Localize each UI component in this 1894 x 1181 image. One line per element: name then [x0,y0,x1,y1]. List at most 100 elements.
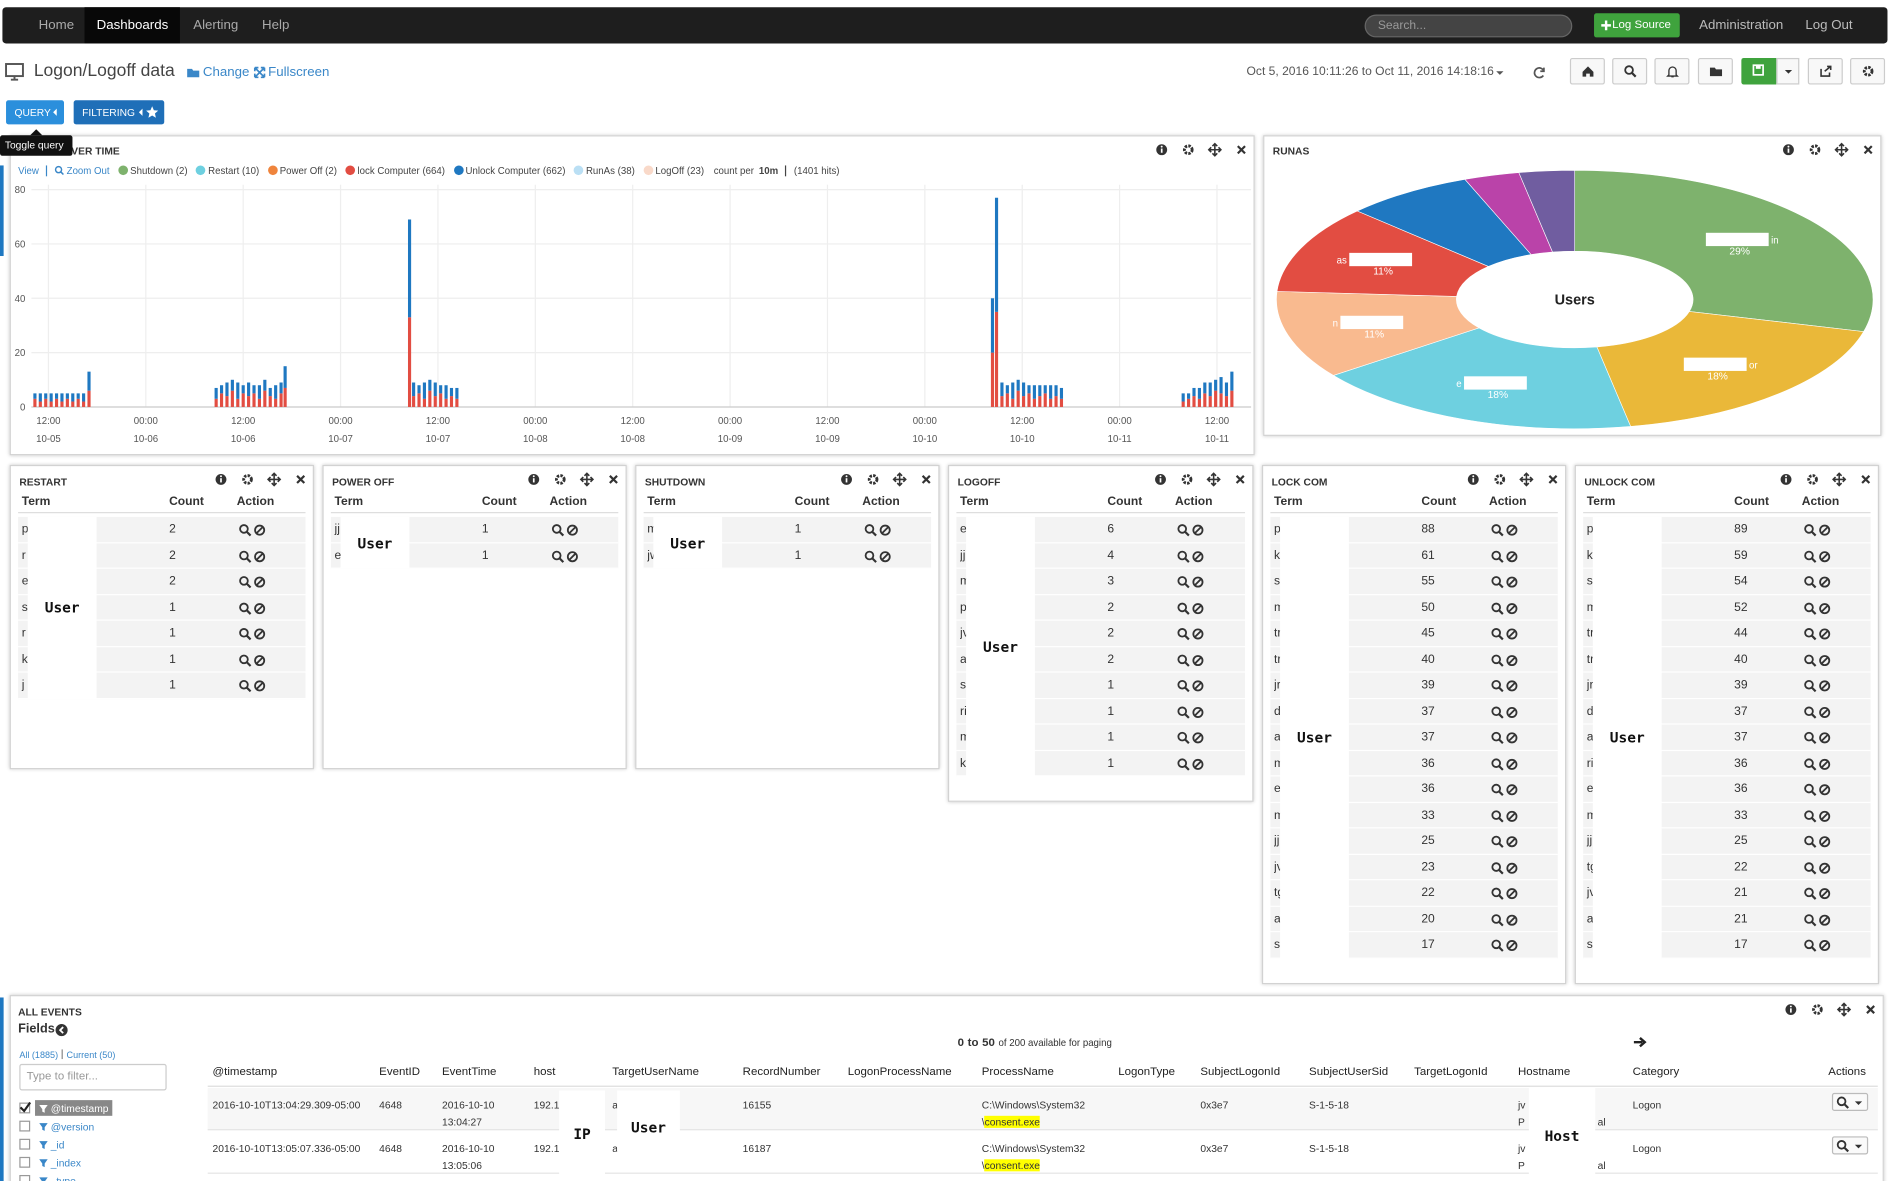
ban-icon[interactable] [1191,705,1205,719]
column-header[interactable]: @timestamp [212,1065,278,1079]
nav-item[interactable]: Help [262,18,290,33]
ban-icon[interactable] [1817,757,1831,771]
ban-icon[interactable] [1505,731,1519,745]
toolbar-button[interactable] [1612,57,1648,85]
ban-icon[interactable] [1191,523,1205,537]
column-header[interactable]: EventTime [441,1065,497,1079]
search-icon[interactable] [1490,523,1504,537]
column-header[interactable]: EventID [379,1065,420,1079]
ban-icon[interactable] [1817,731,1831,745]
search-icon[interactable] [1176,523,1190,537]
ban-icon[interactable] [1817,627,1831,641]
field-item[interactable]: _type [35,1173,79,1181]
search-icon[interactable] [1176,679,1190,693]
search-icon[interactable] [1490,575,1504,589]
search-icon[interactable] [1803,575,1817,589]
ban-icon[interactable] [1191,601,1205,615]
search-icon[interactable] [1803,783,1817,797]
search-icon[interactable] [238,653,252,667]
search-icon[interactable] [1803,679,1817,693]
ban-icon[interactable] [1817,523,1831,537]
search-icon[interactable] [238,575,252,589]
nav-item[interactable]: Dashboards [84,7,181,44]
search-icon[interactable] [238,601,252,615]
search-icon[interactable] [1490,601,1504,615]
field-item[interactable]: @timestamp [35,1100,113,1116]
search-icon[interactable] [1490,834,1504,848]
search-icon[interactable] [863,523,877,537]
column-header[interactable]: TargetUserName [612,1065,699,1079]
toolbar-button[interactable] [1654,57,1690,85]
column-header[interactable]: Category [1632,1065,1680,1079]
field-item[interactable]: _id [35,1136,68,1152]
search-icon[interactable] [1176,549,1190,563]
ban-icon[interactable] [878,523,892,537]
ban-icon[interactable] [1817,938,1831,952]
column-header[interactable]: SubjectLogonId [1200,1065,1281,1079]
ban-icon[interactable] [1817,679,1831,693]
search-icon[interactable] [238,627,252,641]
ban-icon[interactable] [1191,757,1205,771]
column-header[interactable]: SubjectUserSid [1309,1065,1389,1079]
search-icon[interactable] [1803,886,1817,900]
toolbar-button[interactable] [1569,57,1605,85]
save-button[interactable] [1741,57,1777,85]
column-header[interactable]: LogonProcessName [847,1065,952,1079]
search-icon[interactable] [1803,523,1817,537]
ban-icon[interactable] [1817,601,1831,615]
search-icon[interactable] [238,679,252,693]
ban-icon[interactable] [1505,757,1519,771]
search-icon[interactable] [1490,808,1504,822]
ban-icon[interactable] [1505,627,1519,641]
column-header[interactable]: TargetLogonId [1414,1065,1488,1079]
field-checkbox[interactable] [19,1101,32,1114]
search-icon[interactable] [1803,860,1817,874]
ban-icon[interactable] [1817,783,1831,797]
ban-icon[interactable] [1505,575,1519,589]
ban-icon[interactable] [252,549,266,563]
search-icon[interactable] [1490,705,1504,719]
nav-item[interactable]: Alerting [193,18,239,33]
ban-icon[interactable] [1505,679,1519,693]
ban-icon[interactable] [1191,731,1205,745]
search-icon[interactable] [1803,731,1817,745]
nav-logout[interactable]: Log Out [1805,18,1853,33]
ban-icon[interactable] [252,523,266,537]
ban-icon[interactable] [1817,860,1831,874]
search-icon[interactable] [1176,757,1190,771]
search-icon[interactable] [1803,549,1817,563]
ban-icon[interactable] [1505,705,1519,719]
ban-icon[interactable] [1817,886,1831,900]
row-action-button[interactable] [1831,1136,1869,1155]
ban-icon[interactable] [252,601,266,615]
search-icon[interactable] [863,549,877,563]
search-icon[interactable] [1490,653,1504,667]
search-icon[interactable] [1176,601,1190,615]
search-icon[interactable] [1176,731,1190,745]
ban-icon[interactable] [1191,575,1205,589]
ban-icon[interactable] [252,575,266,589]
toolbar-button[interactable] [1697,57,1733,85]
fullscreen-link[interactable]: Fullscreen [268,65,330,80]
time-range[interactable]: Oct 5, 2016 10:11:26 to Oct 11, 2016 14:… [1246,65,1494,79]
ban-icon[interactable] [252,627,266,641]
log-source-button[interactable]: Log Source [1594,13,1680,38]
search-icon[interactable] [1803,938,1817,952]
search-icon[interactable] [1803,601,1817,615]
ban-icon[interactable] [1817,808,1831,822]
ban-icon[interactable] [1191,679,1205,693]
search-icon[interactable] [1490,783,1504,797]
search-icon[interactable] [1176,653,1190,667]
ban-icon[interactable] [1191,627,1205,641]
search-icon[interactable] [1490,679,1504,693]
field-checkbox[interactable] [19,1138,31,1150]
search-icon[interactable] [1490,886,1504,900]
field-item[interactable]: @version [35,1118,98,1134]
ban-icon[interactable] [1505,653,1519,667]
search-icon[interactable] [1176,627,1190,641]
field-checkbox[interactable] [19,1120,31,1132]
view-link[interactable]: View [18,164,39,176]
search-icon[interactable] [238,549,252,563]
search-icon[interactable] [1803,653,1817,667]
change-link[interactable]: Change [202,65,250,80]
